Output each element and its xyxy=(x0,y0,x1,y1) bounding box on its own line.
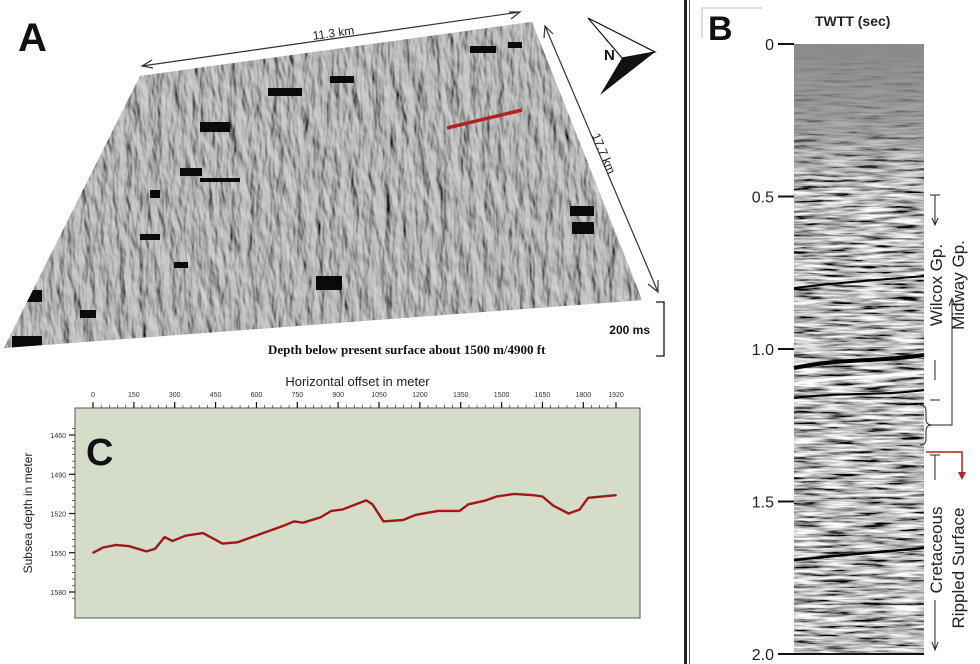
data-point xyxy=(202,532,204,535)
length-dimension-arrow xyxy=(543,24,659,294)
data-point xyxy=(567,512,570,515)
x-tick-label: 600 xyxy=(251,392,263,399)
data-point xyxy=(467,503,470,506)
data-point xyxy=(615,494,617,497)
length-label: 17.7 km xyxy=(589,131,619,176)
data-point xyxy=(532,494,535,497)
data-point xyxy=(436,509,439,512)
y-tick-label: 1490 xyxy=(50,472,66,479)
x-tick-label: 0 xyxy=(91,392,95,399)
data-point xyxy=(163,536,166,538)
seismic-image xyxy=(793,44,925,654)
twtt-tick-label: 2.0 xyxy=(752,647,774,664)
data-point xyxy=(495,495,498,498)
x-tick-label: 1650 xyxy=(535,392,551,399)
panel-b-seismic-section: TWTT (sec) 0 0.5 1.0 1.5 2.0 Wilcox Gp. Midw… xyxy=(701,7,968,664)
y-tick-label: 1550 xyxy=(50,551,66,558)
data-point xyxy=(513,492,516,495)
data-point xyxy=(184,534,187,537)
x-tick-label: 1050 xyxy=(371,392,387,399)
data-point xyxy=(92,551,94,554)
rippled-surface-label: Rippled Surface xyxy=(949,508,968,629)
data-point xyxy=(302,521,304,524)
data-point xyxy=(382,520,385,523)
data-point xyxy=(258,533,261,536)
rippled-surface-arrow xyxy=(926,451,963,474)
panel-a-surface-figure: 11.3 km 17.7 km N 200 ms xyxy=(4,11,665,357)
x-tick-label: 750 xyxy=(291,392,303,399)
x-tick-label: 300 xyxy=(169,392,181,399)
data-point xyxy=(365,499,368,502)
y-tick-label: 1580 xyxy=(50,590,66,597)
data-point xyxy=(154,547,157,550)
north-label: N xyxy=(604,47,615,64)
data-point xyxy=(552,504,555,507)
twtt-tick-label: 1.5 xyxy=(752,495,774,512)
data-point xyxy=(541,495,544,498)
data-point xyxy=(280,525,283,528)
panel-b-letter: B xyxy=(708,10,733,48)
x-tick-label: 150 xyxy=(128,392,140,399)
data-point xyxy=(330,509,333,512)
panel-c-profile-chart: Horizontal offset in meter Subsea depth i… xyxy=(21,374,641,619)
cretaceous-label: Cretaceous xyxy=(927,507,946,594)
data-point xyxy=(484,499,487,502)
data-point xyxy=(458,509,461,512)
no-data-patches xyxy=(12,42,594,348)
y-tick-label: 1460 xyxy=(50,433,66,440)
x-tick-label: 450 xyxy=(210,392,222,399)
twtt-tick-label: 0 xyxy=(765,37,774,54)
data-point xyxy=(341,508,344,511)
width-label: 11.3 km xyxy=(312,23,355,43)
wilcox-label: Wilcox Gp. xyxy=(927,244,946,326)
seismic-surface-map xyxy=(4,22,642,348)
panel-c-letter: C xyxy=(86,432,114,474)
data-point xyxy=(236,541,239,544)
panel-a-letter: A xyxy=(18,16,47,60)
y-tick-label: 1520 xyxy=(50,512,66,519)
twtt-axis-title: TWTT (sec) xyxy=(815,13,890,29)
x-tick-label: 1500 xyxy=(494,392,510,399)
profile-line xyxy=(446,108,523,130)
scale-label: 200 ms xyxy=(609,323,650,337)
data-point xyxy=(145,550,148,553)
data-point xyxy=(102,546,104,549)
data-point xyxy=(171,540,174,542)
data-point xyxy=(293,520,296,523)
data-point xyxy=(319,516,322,519)
north-arrow-icon xyxy=(587,17,657,95)
x-tick-label: 1200 xyxy=(412,392,428,399)
panel-divider xyxy=(684,0,687,664)
twtt-tick-label: 0.5 xyxy=(752,190,774,207)
twtt-tick-label: 1.0 xyxy=(752,342,774,359)
x-tick-label: 900 xyxy=(332,392,344,399)
data-point xyxy=(402,519,404,521)
x-tick-label: 1350 xyxy=(453,392,469,399)
width-dimension-arrow xyxy=(140,11,522,69)
data-point xyxy=(371,503,374,506)
data-point xyxy=(578,508,581,511)
data-point xyxy=(115,544,118,546)
plot-area xyxy=(74,407,641,619)
data-point xyxy=(415,513,417,516)
panel-a-caption: Depth below present surface about 1500 m… xyxy=(268,342,546,357)
x-tick-label: 1800 xyxy=(576,392,592,399)
y-axis-label: Subsea depth in meter xyxy=(21,453,35,574)
data-point xyxy=(128,545,131,548)
x-tick-label: 1920 xyxy=(608,392,624,399)
data-point xyxy=(221,542,224,545)
x-axis-label: Horizontal offset in meter xyxy=(285,374,430,389)
formation-brackets xyxy=(919,194,956,652)
data-point xyxy=(587,496,590,499)
twtt-axis: 0 0.5 1.0 1.5 2.0 xyxy=(752,37,794,664)
midway-label: Midway Gp. xyxy=(949,240,968,330)
scale-bracket xyxy=(656,301,665,357)
